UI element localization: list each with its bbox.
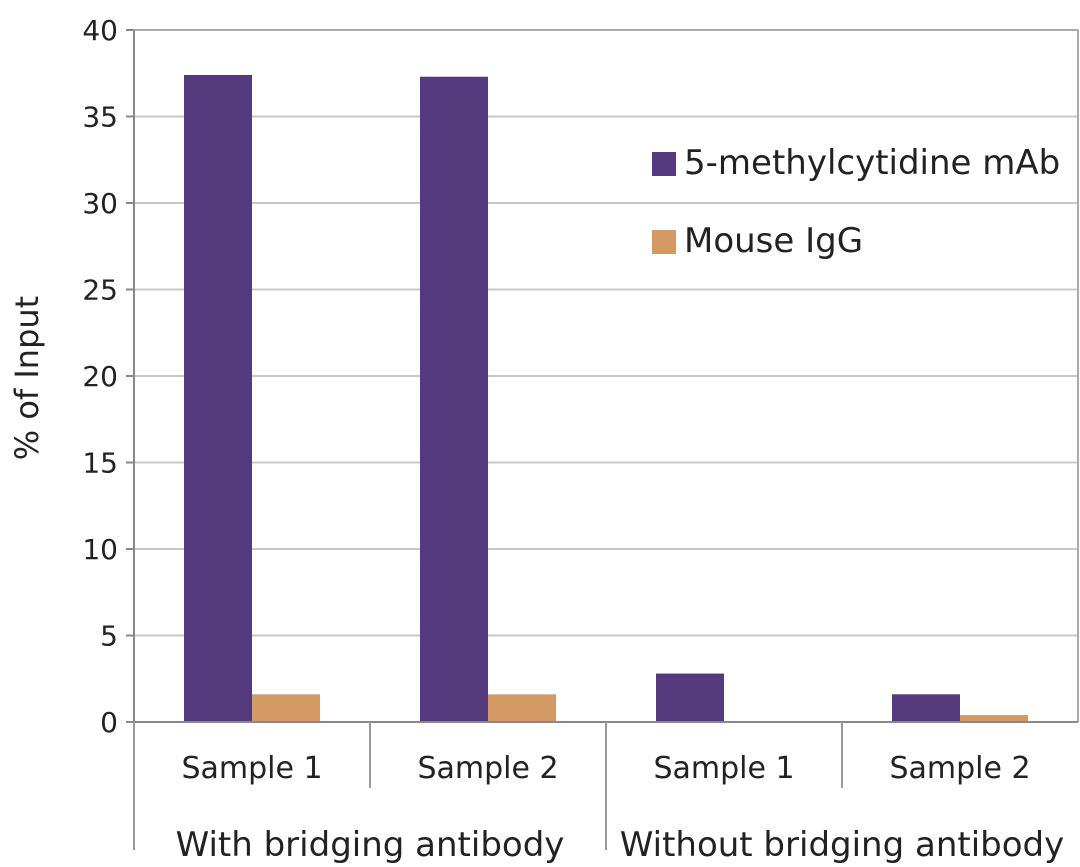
legend-swatch xyxy=(652,230,676,254)
x-group-label: With bridging antibody xyxy=(176,825,565,865)
y-tick-label: 0 xyxy=(100,706,118,739)
bar-igg xyxy=(488,694,556,722)
y-tick-label: 25 xyxy=(82,274,118,307)
y-tick-label: 20 xyxy=(82,360,118,393)
bar-igg xyxy=(960,715,1028,722)
axes xyxy=(133,29,1079,850)
bar-mab xyxy=(184,74,252,723)
x-category-label: Sample 1 xyxy=(653,751,794,786)
bars xyxy=(184,74,1028,723)
x-category-label: Sample 2 xyxy=(417,751,558,786)
bar-mab xyxy=(420,76,488,722)
x-group-label: Without bridging antibody xyxy=(620,825,1065,865)
legend-swatch xyxy=(652,152,676,176)
bar-igg xyxy=(252,694,320,722)
x-axis-labels: Sample 1 Sample 2 Sample 1 Sample 2 With bri… xyxy=(176,751,1065,865)
y-axis-title: % of Input xyxy=(8,296,46,460)
bar-mab xyxy=(892,694,960,722)
y-axis-ticks: 0 5 10 15 20 25 30 35 40 xyxy=(82,14,134,739)
legend-label: Mouse IgG xyxy=(684,221,863,261)
x-category-label: Sample 1 xyxy=(181,751,322,786)
legend-label: 5-methylcytidine mAb xyxy=(684,143,1060,183)
y-tick-label: 40 xyxy=(82,14,118,47)
y-tick-label: 30 xyxy=(82,187,118,220)
y-tick-label: 5 xyxy=(100,620,118,653)
y-tick-label: 15 xyxy=(82,447,118,480)
legend: 5-methylcytidine mAb Mouse IgG xyxy=(652,143,1060,261)
y-tick-label: 10 xyxy=(82,533,118,566)
bar-mab xyxy=(656,673,724,722)
gridlines xyxy=(134,29,1078,637)
y-tick-label: 35 xyxy=(82,101,118,134)
x-category-label: Sample 2 xyxy=(889,751,1030,786)
